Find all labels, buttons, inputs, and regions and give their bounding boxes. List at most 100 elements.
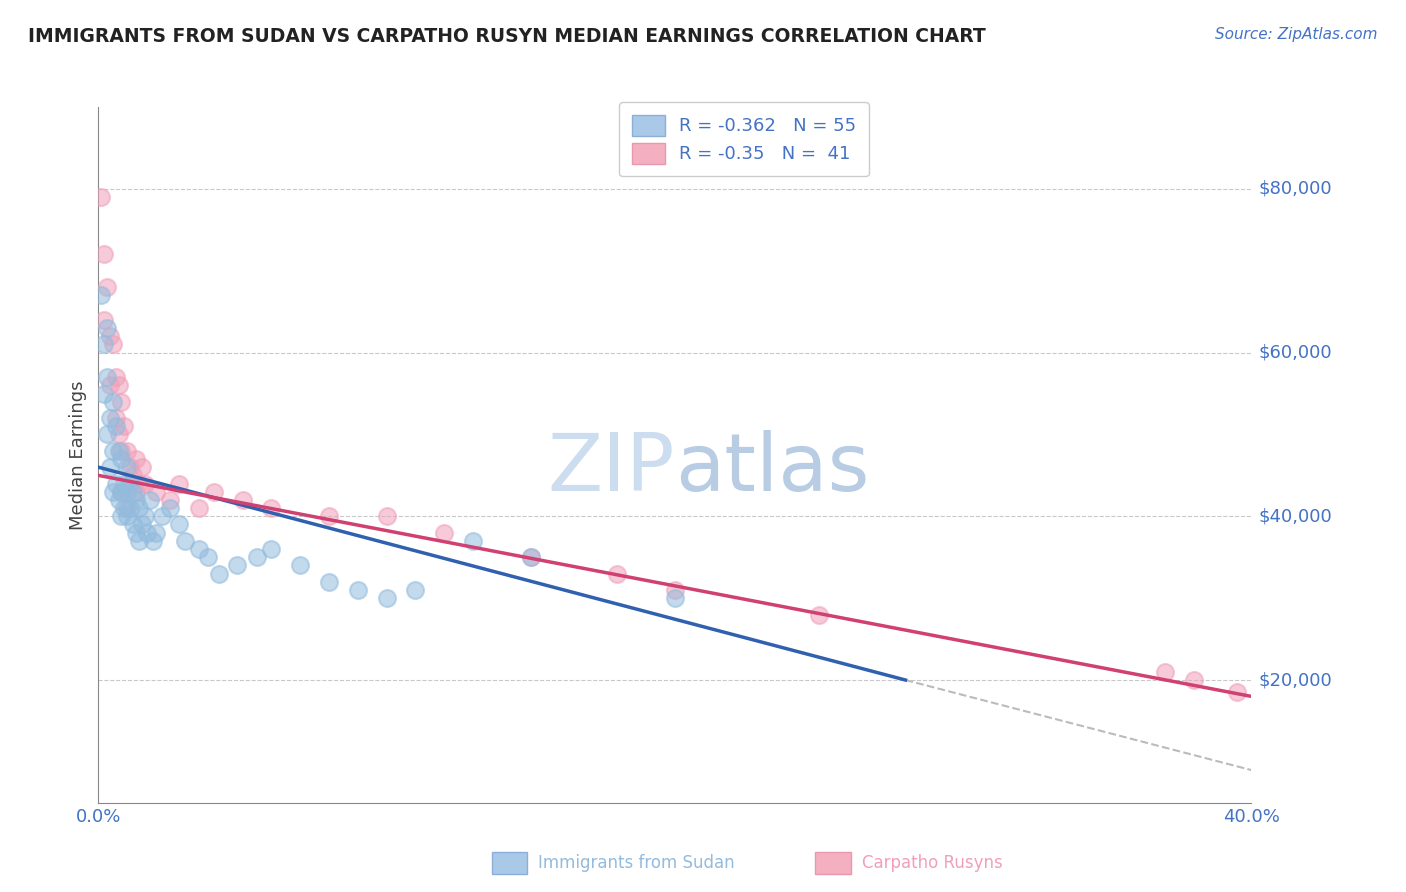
Point	[520, 550, 543, 565]
Point	[290, 558, 312, 573]
Point	[110, 452, 132, 467]
Point	[145, 525, 167, 540]
Point	[104, 370, 127, 384]
Point	[120, 501, 142, 516]
Point	[101, 484, 124, 499]
Point	[131, 517, 153, 532]
Point	[664, 582, 686, 597]
Point	[260, 542, 283, 557]
Point	[405, 582, 427, 597]
Point	[96, 280, 118, 294]
Point	[231, 492, 254, 507]
Point	[98, 411, 121, 425]
Point	[93, 313, 115, 327]
Point	[461, 533, 484, 548]
Point	[208, 566, 231, 581]
Text: $80,000: $80,000	[1258, 180, 1331, 198]
Point	[117, 484, 138, 499]
Point	[174, 533, 197, 548]
Legend: R = -0.362   N = 55, R = -0.35   N =  41: R = -0.362 N = 55, R = -0.35 N = 41	[620, 103, 869, 177]
Point	[110, 484, 132, 499]
Point	[375, 591, 398, 606]
Point	[1153, 665, 1175, 679]
Point	[260, 501, 283, 516]
Point	[134, 509, 156, 524]
Point	[125, 452, 148, 467]
Point	[225, 558, 247, 573]
Point	[167, 517, 190, 532]
Point	[139, 492, 162, 507]
Point	[96, 427, 118, 442]
Point	[101, 337, 124, 351]
Point	[125, 492, 148, 507]
Point	[120, 460, 142, 475]
Point	[246, 550, 269, 565]
Point	[96, 321, 118, 335]
Point	[107, 427, 129, 442]
Point	[107, 492, 129, 507]
Point	[188, 501, 211, 516]
Point	[107, 443, 129, 458]
Text: $20,000: $20,000	[1258, 671, 1331, 689]
Point	[90, 288, 112, 302]
Point	[159, 492, 181, 507]
Point	[202, 484, 225, 499]
Point	[101, 443, 124, 458]
Point	[606, 566, 628, 581]
Point	[128, 476, 150, 491]
Point	[136, 525, 159, 540]
Point	[112, 419, 135, 434]
Point	[150, 509, 173, 524]
Point	[122, 517, 145, 532]
Point	[167, 476, 190, 491]
Point	[104, 411, 127, 425]
Point	[188, 542, 211, 557]
Point	[104, 476, 127, 491]
Point	[520, 550, 543, 565]
Text: IMMIGRANTS FROM SUDAN VS CARPATHO RUSYN MEDIAN EARNINGS CORRELATION CHART: IMMIGRANTS FROM SUDAN VS CARPATHO RUSYN …	[28, 27, 986, 45]
Point	[346, 582, 368, 597]
Point	[120, 476, 142, 491]
Point	[807, 607, 830, 622]
Point	[122, 484, 145, 499]
Point	[98, 460, 121, 475]
Point	[90, 190, 112, 204]
Point	[96, 370, 118, 384]
Point	[128, 501, 150, 516]
Point	[134, 476, 156, 491]
Point	[1226, 685, 1249, 699]
Point	[131, 460, 153, 475]
Text: Source: ZipAtlas.com: Source: ZipAtlas.com	[1215, 27, 1378, 42]
Point	[104, 419, 127, 434]
Point	[110, 443, 132, 458]
Point	[93, 337, 115, 351]
Point	[98, 329, 121, 343]
Point	[112, 476, 135, 491]
Point	[98, 378, 121, 392]
Point	[93, 386, 115, 401]
Point	[125, 484, 148, 499]
Text: Immigrants from Sudan: Immigrants from Sudan	[538, 855, 735, 872]
Point	[93, 247, 115, 261]
Point	[1182, 673, 1205, 687]
Point	[101, 394, 124, 409]
Point	[142, 533, 165, 548]
Point	[318, 509, 340, 524]
Point	[125, 525, 148, 540]
Point	[117, 443, 138, 458]
Point	[112, 501, 135, 516]
Point	[117, 501, 138, 516]
Point	[318, 574, 340, 589]
Text: ZIP: ZIP	[547, 430, 675, 508]
Point	[110, 509, 132, 524]
Point	[110, 484, 132, 499]
Text: Carpatho Rusyns: Carpatho Rusyns	[862, 855, 1002, 872]
Text: $60,000: $60,000	[1258, 343, 1331, 361]
Point	[107, 378, 129, 392]
Point	[664, 591, 686, 606]
Point	[117, 509, 138, 524]
Point	[110, 394, 132, 409]
Point	[117, 460, 138, 475]
Y-axis label: Median Earnings: Median Earnings	[69, 380, 87, 530]
Point	[197, 550, 219, 565]
